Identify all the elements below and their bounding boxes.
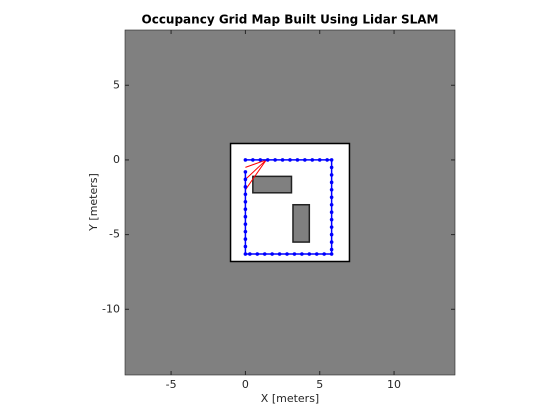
path-point	[277, 252, 282, 256]
y-tick-label: 5	[113, 78, 120, 91]
path-point	[314, 252, 319, 256]
scan-ray	[244, 159, 267, 191]
path-point	[329, 165, 334, 170]
path-point	[280, 158, 285, 162]
path-point	[251, 158, 255, 162]
path-point	[310, 158, 315, 162]
free-area	[229, 142, 351, 263]
path-point	[270, 252, 274, 256]
y-tick-label: -10	[102, 302, 120, 315]
path-point	[288, 158, 292, 162]
x-tick-label: 0	[242, 378, 249, 391]
path-point	[243, 214, 248, 219]
scan-ray	[245, 159, 267, 168]
scan-ray	[245, 159, 267, 180]
path-point	[329, 232, 334, 237]
path-point	[243, 185, 248, 189]
axes-box	[124, 29, 456, 376]
path-point	[243, 229, 248, 234]
x-axis-label: X [meters]	[261, 392, 319, 405]
path-point	[329, 240, 334, 244]
path-point	[329, 180, 334, 185]
path-point	[285, 252, 289, 256]
path-point	[248, 252, 252, 256]
path-point	[329, 210, 334, 215]
path-point	[273, 158, 277, 162]
x-tick-label: 5	[316, 378, 323, 391]
path-point	[329, 173, 334, 177]
path-point	[295, 158, 300, 162]
path-point	[262, 252, 267, 256]
path-point	[329, 158, 334, 162]
path-point	[243, 170, 248, 174]
x-tick-label: -5	[166, 378, 177, 391]
path-point	[329, 252, 334, 256]
path-point	[243, 199, 248, 204]
y-tick-label: 0	[113, 153, 120, 166]
path-point	[255, 252, 260, 256]
y-axis-label: Y [meters]	[87, 173, 100, 232]
obstacle	[292, 203, 311, 243]
y-tick-label: -5	[109, 228, 120, 241]
path-point	[258, 158, 263, 162]
path-point	[243, 158, 248, 162]
path-point	[243, 237, 248, 241]
path-point	[303, 158, 307, 162]
path-point	[243, 252, 248, 256]
path-point	[243, 177, 248, 182]
path-point	[265, 158, 270, 162]
path-point	[329, 217, 334, 222]
path-point	[329, 188, 334, 192]
path-point	[329, 225, 334, 229]
path-point	[300, 252, 304, 256]
path-point	[317, 158, 322, 162]
x-tick-label: 10	[387, 378, 401, 391]
path-point	[329, 195, 334, 200]
path-point	[243, 192, 248, 197]
chart-title: Occupancy Grid Map Built Using Lidar SLA…	[142, 13, 439, 27]
path-point	[322, 252, 326, 256]
path-point	[329, 247, 334, 252]
path-point	[325, 158, 329, 162]
path-point	[307, 252, 312, 256]
path-point	[243, 222, 248, 226]
path-point	[292, 252, 297, 256]
path-point	[243, 207, 248, 212]
path-point	[329, 202, 334, 207]
path-point	[243, 244, 248, 249]
obstacle	[252, 175, 293, 194]
